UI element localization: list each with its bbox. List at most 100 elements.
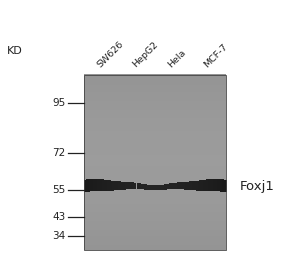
Bar <box>118 181 119 190</box>
Bar <box>189 181 190 190</box>
Bar <box>83 214 226 217</box>
Bar <box>144 184 145 190</box>
Bar <box>83 76 226 79</box>
Bar <box>196 181 197 191</box>
Text: MCF-7: MCF-7 <box>202 42 229 69</box>
Bar <box>161 185 162 190</box>
Bar <box>175 183 176 189</box>
Bar <box>83 105 226 107</box>
Bar <box>103 180 104 191</box>
Bar <box>216 179 217 191</box>
Bar <box>83 208 226 210</box>
Bar <box>157 185 158 190</box>
Bar <box>83 120 226 123</box>
Bar <box>83 221 226 223</box>
Bar <box>149 185 150 190</box>
Bar <box>206 180 207 191</box>
Bar <box>220 179 221 191</box>
Bar <box>83 107 226 110</box>
Bar <box>219 179 220 191</box>
Bar <box>83 98 226 101</box>
Bar <box>125 182 126 190</box>
Bar <box>107 180 108 191</box>
Bar <box>83 229 226 232</box>
Bar <box>83 133 226 136</box>
Bar <box>201 180 202 191</box>
Bar <box>83 227 226 230</box>
Bar <box>83 81 226 83</box>
Bar <box>106 180 107 191</box>
Bar <box>134 183 135 189</box>
Bar <box>129 182 130 189</box>
Text: HepG2: HepG2 <box>130 40 160 69</box>
Text: KD: KD <box>7 46 23 56</box>
Bar <box>156 185 157 190</box>
Bar <box>120 181 121 190</box>
Bar <box>153 185 154 190</box>
Bar <box>193 181 194 190</box>
Bar <box>83 118 226 120</box>
Bar <box>83 232 226 234</box>
Bar <box>218 179 219 191</box>
Bar <box>83 175 226 177</box>
Bar <box>112 181 113 191</box>
Bar <box>83 94 226 96</box>
Bar <box>145 184 146 190</box>
Bar <box>83 102 226 105</box>
Bar <box>140 183 141 189</box>
Bar <box>135 183 136 189</box>
Bar <box>83 236 226 239</box>
Text: 95: 95 <box>52 98 66 108</box>
Bar <box>83 218 226 221</box>
Bar <box>223 180 224 192</box>
Bar <box>100 179 101 191</box>
Bar <box>102 179 103 191</box>
Bar <box>130 182 131 189</box>
Bar <box>132 182 133 189</box>
Bar <box>215 179 216 191</box>
Bar <box>83 159 226 162</box>
Bar <box>83 164 226 166</box>
Bar <box>136 183 137 189</box>
Bar <box>83 180 84 192</box>
Bar <box>87 179 88 192</box>
Bar <box>187 182 188 190</box>
Bar <box>83 216 226 219</box>
Bar <box>139 183 140 189</box>
Text: 34: 34 <box>52 232 66 241</box>
Bar <box>83 153 226 155</box>
Bar <box>83 247 226 249</box>
Bar <box>195 181 196 191</box>
Bar <box>226 180 227 192</box>
Bar <box>83 240 226 243</box>
Bar <box>114 181 115 191</box>
Bar <box>117 181 118 190</box>
Bar <box>83 245 226 247</box>
Bar <box>83 135 226 138</box>
Bar <box>111 181 112 191</box>
Bar <box>83 177 226 180</box>
Bar <box>186 182 187 190</box>
Bar <box>210 179 211 191</box>
Bar <box>96 179 97 191</box>
Bar <box>104 180 105 191</box>
Bar <box>185 182 186 190</box>
Bar <box>214 179 215 191</box>
Bar <box>192 181 193 190</box>
Bar <box>83 155 226 158</box>
Bar <box>108 180 109 191</box>
Bar <box>197 181 198 191</box>
Bar <box>155 185 156 190</box>
Bar <box>83 89 226 92</box>
Bar <box>83 223 226 225</box>
Bar <box>177 182 178 189</box>
Bar <box>182 182 183 189</box>
Bar <box>133 182 134 189</box>
Bar <box>89 179 90 191</box>
Bar <box>199 181 200 191</box>
Bar <box>86 180 87 192</box>
Bar <box>225 180 226 192</box>
Bar <box>83 238 226 241</box>
Bar <box>84 180 85 192</box>
Bar <box>213 179 214 191</box>
